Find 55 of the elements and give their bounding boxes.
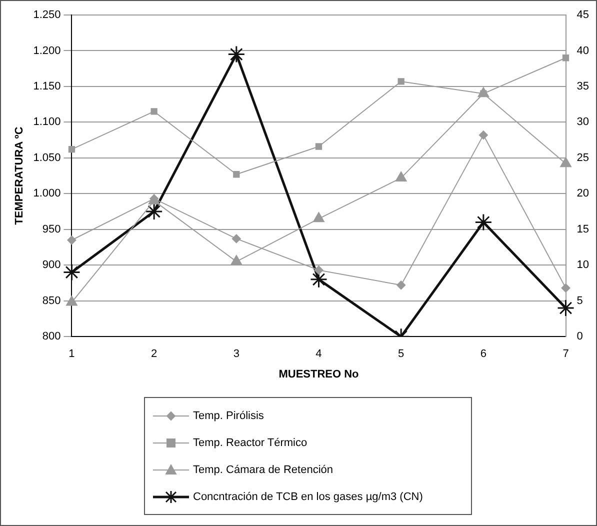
y-tick-label: 1.050 xyxy=(33,152,61,164)
y2-tick-label: 45 xyxy=(576,9,590,22)
point xyxy=(478,130,488,140)
point xyxy=(474,214,492,232)
point xyxy=(233,171,240,178)
legend-label: Temp. Reactor Térmico xyxy=(193,436,308,448)
point xyxy=(557,299,575,317)
y-tick-label: 1.150 xyxy=(33,80,61,92)
point xyxy=(67,236,76,245)
point xyxy=(314,266,324,275)
point xyxy=(560,157,572,168)
y2-tick-label: 25 xyxy=(576,152,590,164)
y2-tick-label: 35 xyxy=(576,80,590,92)
y-tick-label: 950 xyxy=(42,223,61,236)
point xyxy=(66,296,78,306)
y2-tick-label: 15 xyxy=(576,223,590,236)
y-axis-title: TEMPERATURA ºC xyxy=(14,126,26,225)
y-tick-label: 900 xyxy=(42,259,61,272)
point xyxy=(232,234,241,244)
point xyxy=(68,146,76,153)
y-tick-label: 1.200 xyxy=(33,44,61,57)
legend-label: Temp. Pirólisis xyxy=(193,410,264,422)
point xyxy=(396,280,406,290)
point xyxy=(395,171,407,182)
x-tick-label: 3 xyxy=(233,348,240,360)
y-tick-label: 1.000 xyxy=(33,188,61,200)
x-tick-label: 7 xyxy=(562,348,569,360)
x-tick-label: 1 xyxy=(68,348,75,360)
point xyxy=(145,202,163,220)
x-tick-label: 5 xyxy=(398,348,404,360)
y2-tick-label: 0 xyxy=(576,330,583,343)
y-tick-label: 850 xyxy=(42,294,61,307)
point xyxy=(562,54,570,62)
point xyxy=(398,78,404,85)
point xyxy=(228,46,246,64)
legend-label: Concntración de TCB en los gases µg/m3 (CN) xyxy=(193,490,423,502)
point xyxy=(313,212,324,222)
y2-tick-label: 40 xyxy=(576,44,590,57)
y2-tick-label: 5 xyxy=(576,294,583,307)
x-axis-title: MUESTREO No xyxy=(278,368,360,380)
point xyxy=(230,255,242,266)
y2-tick-label: 30 xyxy=(576,116,590,128)
x-tick-label: 6 xyxy=(480,348,486,360)
x-tick-label: 4 xyxy=(316,348,322,360)
point xyxy=(150,108,158,115)
point xyxy=(561,284,570,293)
y2-tick-label: 10 xyxy=(576,259,590,272)
point xyxy=(315,143,322,150)
y-tick-label: 800 xyxy=(42,330,61,343)
x-tick-label: 2 xyxy=(151,348,158,360)
point xyxy=(62,264,80,282)
y-tick-label: 1.250 xyxy=(33,9,61,22)
legend-label: Temp. Cámara de Retención xyxy=(193,464,334,476)
y-tick-label: 1.100 xyxy=(33,116,61,128)
y2-tick-label: 20 xyxy=(576,188,590,200)
